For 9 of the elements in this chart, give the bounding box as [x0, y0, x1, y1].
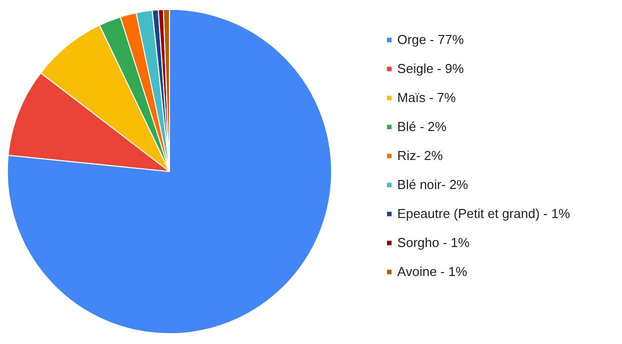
- legend-label: Riz- 2%: [397, 148, 443, 163]
- legend-label: Orge - 77%: [397, 32, 464, 47]
- legend-label: Avoine - 1%: [397, 264, 468, 279]
- legend-label: Blé noir- 2%: [397, 177, 468, 192]
- legend-label: Sorgho - 1%: [397, 235, 470, 250]
- legend-label: Maïs - 7%: [397, 90, 456, 105]
- legend-label: Blé - 2%: [397, 119, 446, 134]
- legend-label: Epeautre (Petit et grand) - 1%: [397, 206, 570, 221]
- legend-label: Seigle - 9%: [397, 61, 464, 76]
